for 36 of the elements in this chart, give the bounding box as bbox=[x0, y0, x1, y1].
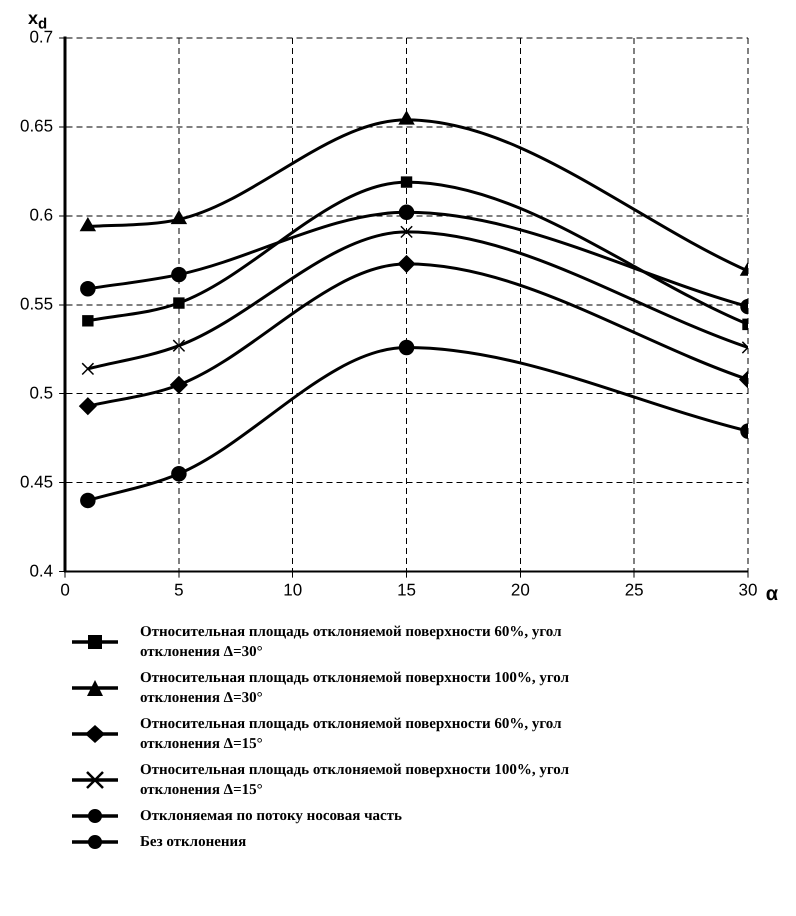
point bbox=[172, 339, 186, 352]
y-tick-label: 0.5 bbox=[29, 383, 54, 402]
y-tick-label: 0.4 bbox=[29, 561, 54, 580]
x-axis-title: α bbox=[766, 583, 778, 606]
x-tick-label: 5 bbox=[174, 580, 184, 600]
legend-label: Без отклонения bbox=[140, 833, 246, 852]
legend-label: Относительная площадь отклоняемой поверхности 100%, угол отклонения Δ=15° bbox=[140, 761, 570, 800]
legend-label: Относительная площадь отклоняемой поверхности 100%, угол отклонения Δ=30° bbox=[140, 669, 570, 708]
point bbox=[400, 176, 412, 188]
x-tick-label: 0 bbox=[60, 580, 70, 600]
point bbox=[398, 255, 416, 273]
point bbox=[398, 204, 414, 220]
point bbox=[398, 340, 414, 356]
y-tick-label: 0.65 bbox=[20, 116, 54, 136]
point bbox=[80, 281, 96, 297]
point bbox=[171, 466, 187, 482]
point bbox=[80, 492, 96, 508]
point bbox=[171, 266, 187, 282]
y-tick-label: 0.6 bbox=[29, 206, 54, 225]
x-tick-label: 15 bbox=[397, 580, 416, 600]
legend-label: Отклоняемая по потоку носовая часть bbox=[140, 807, 402, 826]
point bbox=[82, 315, 94, 327]
point bbox=[81, 362, 94, 376]
point bbox=[400, 225, 413, 238]
x-tick-label: 30 bbox=[738, 580, 758, 600]
x-tick-label: 25 bbox=[624, 580, 644, 600]
point bbox=[173, 297, 185, 309]
x-tick-label: 20 bbox=[510, 580, 530, 600]
legend-label: Относительная площадь отклоняемой поверхности 60%, угол отклонения Δ=15° bbox=[140, 715, 562, 754]
y-tick-label: 0.7 bbox=[29, 28, 54, 47]
point bbox=[79, 397, 97, 415]
y-tick-label: 0.45 bbox=[20, 472, 54, 492]
legend-label: Относительная площадь отклоняемой поверхности 60%, угол отклонения Δ=30° bbox=[140, 623, 562, 662]
y-tick-label: 0.55 bbox=[20, 294, 54, 314]
point bbox=[170, 376, 188, 394]
x-tick-label: 10 bbox=[283, 580, 302, 600]
